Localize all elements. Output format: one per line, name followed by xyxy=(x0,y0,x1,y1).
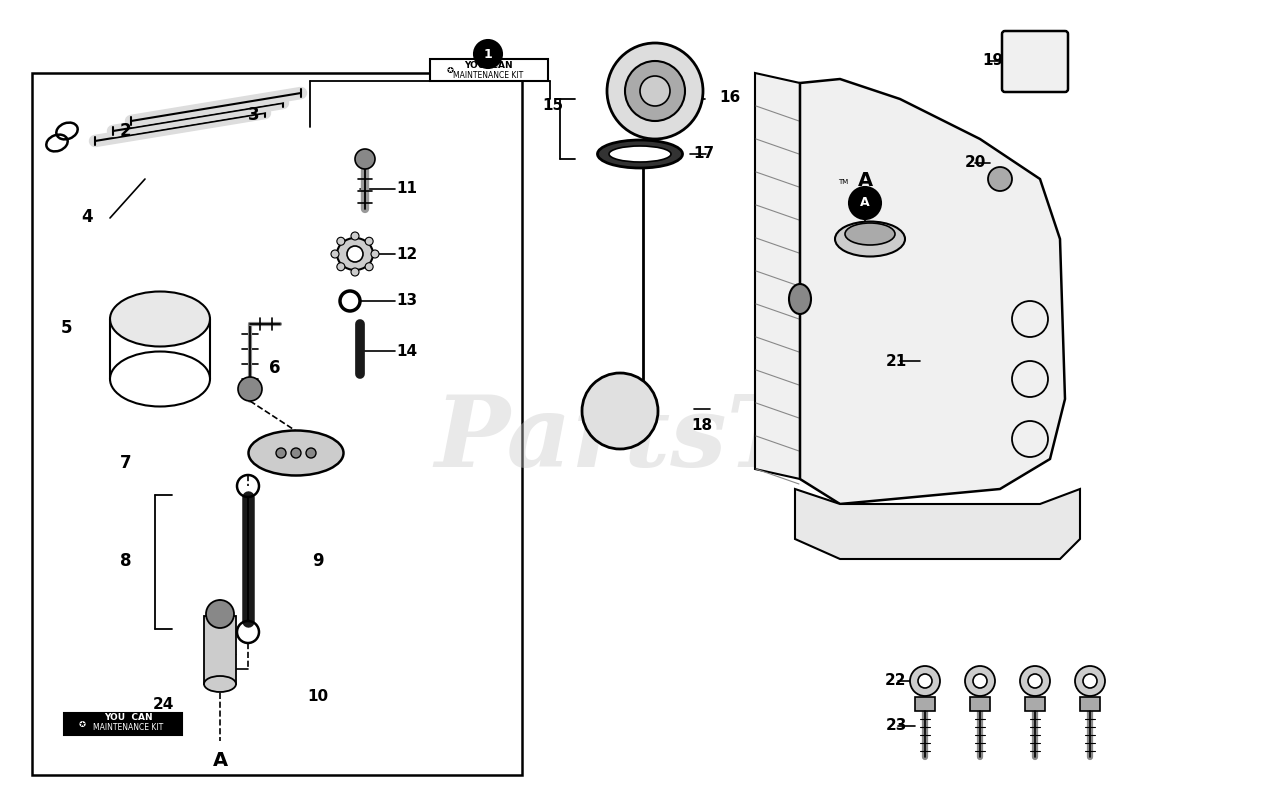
Circle shape xyxy=(371,250,379,258)
Circle shape xyxy=(276,448,285,458)
Text: 19: 19 xyxy=(983,54,1004,68)
Ellipse shape xyxy=(835,221,905,256)
Bar xyxy=(430,59,548,81)
Text: 10: 10 xyxy=(307,690,328,704)
Circle shape xyxy=(988,167,1012,191)
Ellipse shape xyxy=(788,284,812,314)
Bar xyxy=(204,616,236,684)
Circle shape xyxy=(849,187,881,219)
Circle shape xyxy=(306,448,316,458)
Circle shape xyxy=(582,373,658,449)
FancyBboxPatch shape xyxy=(1002,31,1068,92)
Polygon shape xyxy=(795,489,1080,559)
Text: 9: 9 xyxy=(311,552,324,570)
Circle shape xyxy=(355,149,375,169)
Polygon shape xyxy=(755,73,800,479)
Circle shape xyxy=(1028,674,1042,688)
Text: 5: 5 xyxy=(61,319,72,336)
Circle shape xyxy=(337,263,344,271)
Text: ✪: ✪ xyxy=(78,720,86,729)
Circle shape xyxy=(365,263,374,271)
Text: A: A xyxy=(858,172,873,190)
Text: 2: 2 xyxy=(119,122,132,140)
Circle shape xyxy=(973,674,987,688)
Circle shape xyxy=(1020,666,1050,696)
Ellipse shape xyxy=(110,352,210,407)
Bar xyxy=(915,697,934,711)
Circle shape xyxy=(474,40,502,68)
Ellipse shape xyxy=(110,292,210,347)
Text: 1: 1 xyxy=(484,47,493,61)
Bar xyxy=(64,713,182,735)
Circle shape xyxy=(347,246,364,262)
Text: 4: 4 xyxy=(81,209,93,226)
Text: 3: 3 xyxy=(247,106,260,124)
Text: 17: 17 xyxy=(694,146,714,161)
Text: YOU  CAN: YOU CAN xyxy=(463,62,512,70)
Ellipse shape xyxy=(609,146,671,162)
Circle shape xyxy=(1083,674,1097,688)
Text: 7: 7 xyxy=(119,455,132,472)
Bar xyxy=(1080,697,1100,711)
Circle shape xyxy=(965,666,995,696)
Text: 20: 20 xyxy=(965,156,986,170)
Circle shape xyxy=(640,76,669,106)
Text: MAINTENANCE KIT: MAINTENANCE KIT xyxy=(93,724,163,733)
Text: 11: 11 xyxy=(397,181,417,196)
Circle shape xyxy=(206,600,234,628)
Text: 24: 24 xyxy=(154,698,174,712)
Circle shape xyxy=(918,674,932,688)
Circle shape xyxy=(1075,666,1105,696)
Circle shape xyxy=(291,448,301,458)
Text: 18: 18 xyxy=(691,418,712,432)
Circle shape xyxy=(607,43,703,139)
Text: MAINTENANCE KIT: MAINTENANCE KIT xyxy=(453,71,524,81)
Bar xyxy=(970,697,989,711)
Text: 6: 6 xyxy=(270,359,280,376)
Circle shape xyxy=(910,666,940,696)
Circle shape xyxy=(365,237,374,245)
Circle shape xyxy=(351,268,358,276)
Circle shape xyxy=(351,232,358,240)
Ellipse shape xyxy=(248,431,343,475)
Ellipse shape xyxy=(845,223,895,245)
Ellipse shape xyxy=(598,140,682,168)
Bar xyxy=(32,73,522,775)
Text: 21: 21 xyxy=(886,354,906,368)
Text: YOU  CAN: YOU CAN xyxy=(104,714,152,722)
Ellipse shape xyxy=(204,676,236,692)
Circle shape xyxy=(332,250,339,258)
Bar xyxy=(1025,697,1044,711)
Text: 12: 12 xyxy=(397,247,417,261)
Text: ee: ee xyxy=(786,391,914,487)
Text: 15: 15 xyxy=(543,98,563,113)
Text: 13: 13 xyxy=(397,293,417,308)
Text: 22: 22 xyxy=(886,674,906,688)
Text: A: A xyxy=(860,197,870,209)
Text: A: A xyxy=(212,752,228,770)
Polygon shape xyxy=(800,79,1065,504)
Circle shape xyxy=(625,61,685,121)
Text: 23: 23 xyxy=(886,718,906,733)
Circle shape xyxy=(238,377,262,401)
Text: PartsTr: PartsTr xyxy=(434,391,846,487)
Text: 14: 14 xyxy=(397,344,417,359)
Text: 8: 8 xyxy=(120,552,131,570)
Text: ✪: ✪ xyxy=(447,66,453,74)
Ellipse shape xyxy=(337,238,372,270)
Text: 16: 16 xyxy=(719,90,740,105)
Circle shape xyxy=(337,237,344,245)
Text: TM: TM xyxy=(838,179,849,185)
